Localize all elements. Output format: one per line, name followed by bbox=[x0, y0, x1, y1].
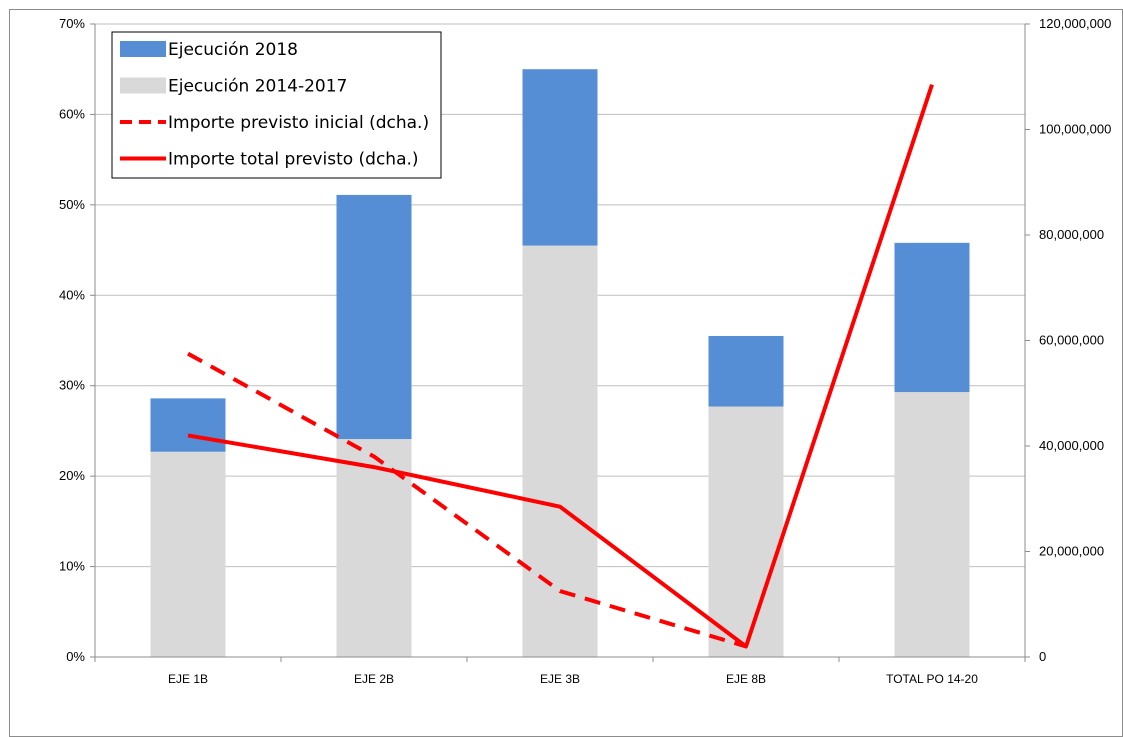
y-left-tick-label: 60% bbox=[59, 106, 85, 121]
legend-label: Importe previsto inicial (dcha.) bbox=[168, 113, 429, 133]
bar bbox=[708, 335, 784, 407]
legend-label: Ejecución 2014-2017 bbox=[168, 77, 347, 97]
y-right-tick-label: 120,000,000 bbox=[1039, 16, 1111, 31]
line-series-solid bbox=[187, 84, 934, 649]
x-tick-label: EJE 1B bbox=[168, 672, 208, 686]
bar-series bbox=[150, 69, 970, 658]
y-left-tick-label: 70% bbox=[59, 16, 85, 31]
bar bbox=[522, 245, 598, 658]
legend-label: Ejecución 2018 bbox=[168, 40, 298, 60]
legend-swatch bbox=[120, 77, 166, 94]
bar bbox=[894, 392, 970, 657]
x-tick-label: EJE 2B bbox=[354, 672, 394, 686]
legend-label: Importe total previsto (dcha.) bbox=[168, 150, 419, 170]
y-right-tick-label: 60,000,000 bbox=[1039, 333, 1104, 348]
y-right-tick-label: 80,000,000 bbox=[1039, 227, 1104, 242]
y-left-tick-label: 10% bbox=[59, 559, 85, 574]
legend-swatch bbox=[120, 41, 166, 57]
bar bbox=[708, 406, 784, 657]
tick-labels: 0% 10% 20% 30% 40% 50% 60% 70% 0 20,000,000 40,000… bbox=[59, 16, 1111, 686]
y-left-tick-label: 50% bbox=[59, 197, 85, 212]
legend-box bbox=[111, 31, 442, 179]
bar bbox=[522, 69, 598, 246]
bar bbox=[336, 194, 412, 440]
bar bbox=[150, 451, 226, 657]
x-tick-label: TOTAL PO 14-20 bbox=[886, 672, 978, 686]
y-left-tick-label: 30% bbox=[59, 378, 85, 393]
axes bbox=[90, 23, 1030, 662]
y-left-tick-label: 20% bbox=[59, 468, 85, 483]
y-left-tick-label: 40% bbox=[59, 287, 85, 302]
y-right-tick-label: 40,000,000 bbox=[1039, 438, 1104, 453]
y-right-tick-label: 20,000,000 bbox=[1039, 544, 1104, 559]
line-series-dashed bbox=[187, 351, 747, 649]
y-left-tick-label: 0% bbox=[66, 649, 85, 664]
y-right-tick-label: 0 bbox=[1039, 649, 1046, 664]
y-right-tick-label: 100,000,000 bbox=[1039, 122, 1111, 137]
x-tick-label: EJE 3B bbox=[540, 672, 580, 686]
line-series bbox=[187, 84, 934, 649]
bar bbox=[150, 398, 226, 452]
x-tick-label: EJE 8B bbox=[726, 672, 766, 686]
bar bbox=[894, 242, 970, 393]
legend: Ejecución 2018 Ejecución 2014-2017 Importe… bbox=[111, 31, 442, 179]
